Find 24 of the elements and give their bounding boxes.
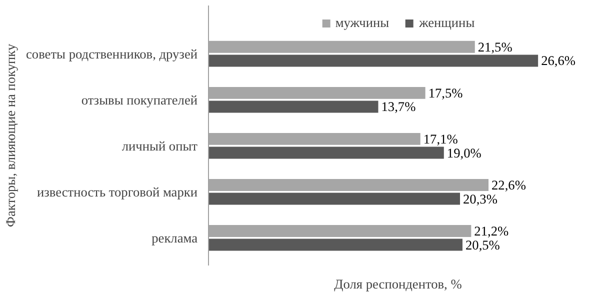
- data-label: 20,5%: [465, 237, 500, 252]
- data-label: 26,6%: [541, 53, 576, 68]
- legend-label: женщины: [419, 15, 475, 31]
- data-label: 21,5%: [478, 39, 512, 54]
- data-label: 20,3%: [463, 191, 498, 206]
- bar: [208, 238, 462, 251]
- bar: [208, 54, 538, 67]
- data-label: 21,2%: [474, 223, 509, 238]
- legend-label: мужчины: [335, 15, 390, 31]
- y-axis-title: Факторы, влияющие на покупку: [3, 44, 18, 228]
- y-tick-label: реклама: [152, 230, 198, 246]
- bar: [208, 146, 444, 159]
- x-axis-title: Доля респондентов, %: [334, 276, 462, 292]
- bar: [208, 100, 378, 113]
- data-label: 19,0%: [446, 145, 482, 160]
- data-label: 22,6%: [492, 177, 526, 192]
- y-tick-label: личный опыт: [122, 138, 198, 154]
- bar: [208, 192, 460, 205]
- y-tick-label: известность торговой марки: [36, 184, 198, 200]
- y-tick-label: советы родственников, друзей: [26, 46, 198, 62]
- y-tick-label: отзывы покупателей: [81, 92, 198, 108]
- data-label: 13,7%: [381, 99, 416, 114]
- data-label: 17,5%: [428, 85, 463, 100]
- data-label: 17,1%: [423, 131, 458, 146]
